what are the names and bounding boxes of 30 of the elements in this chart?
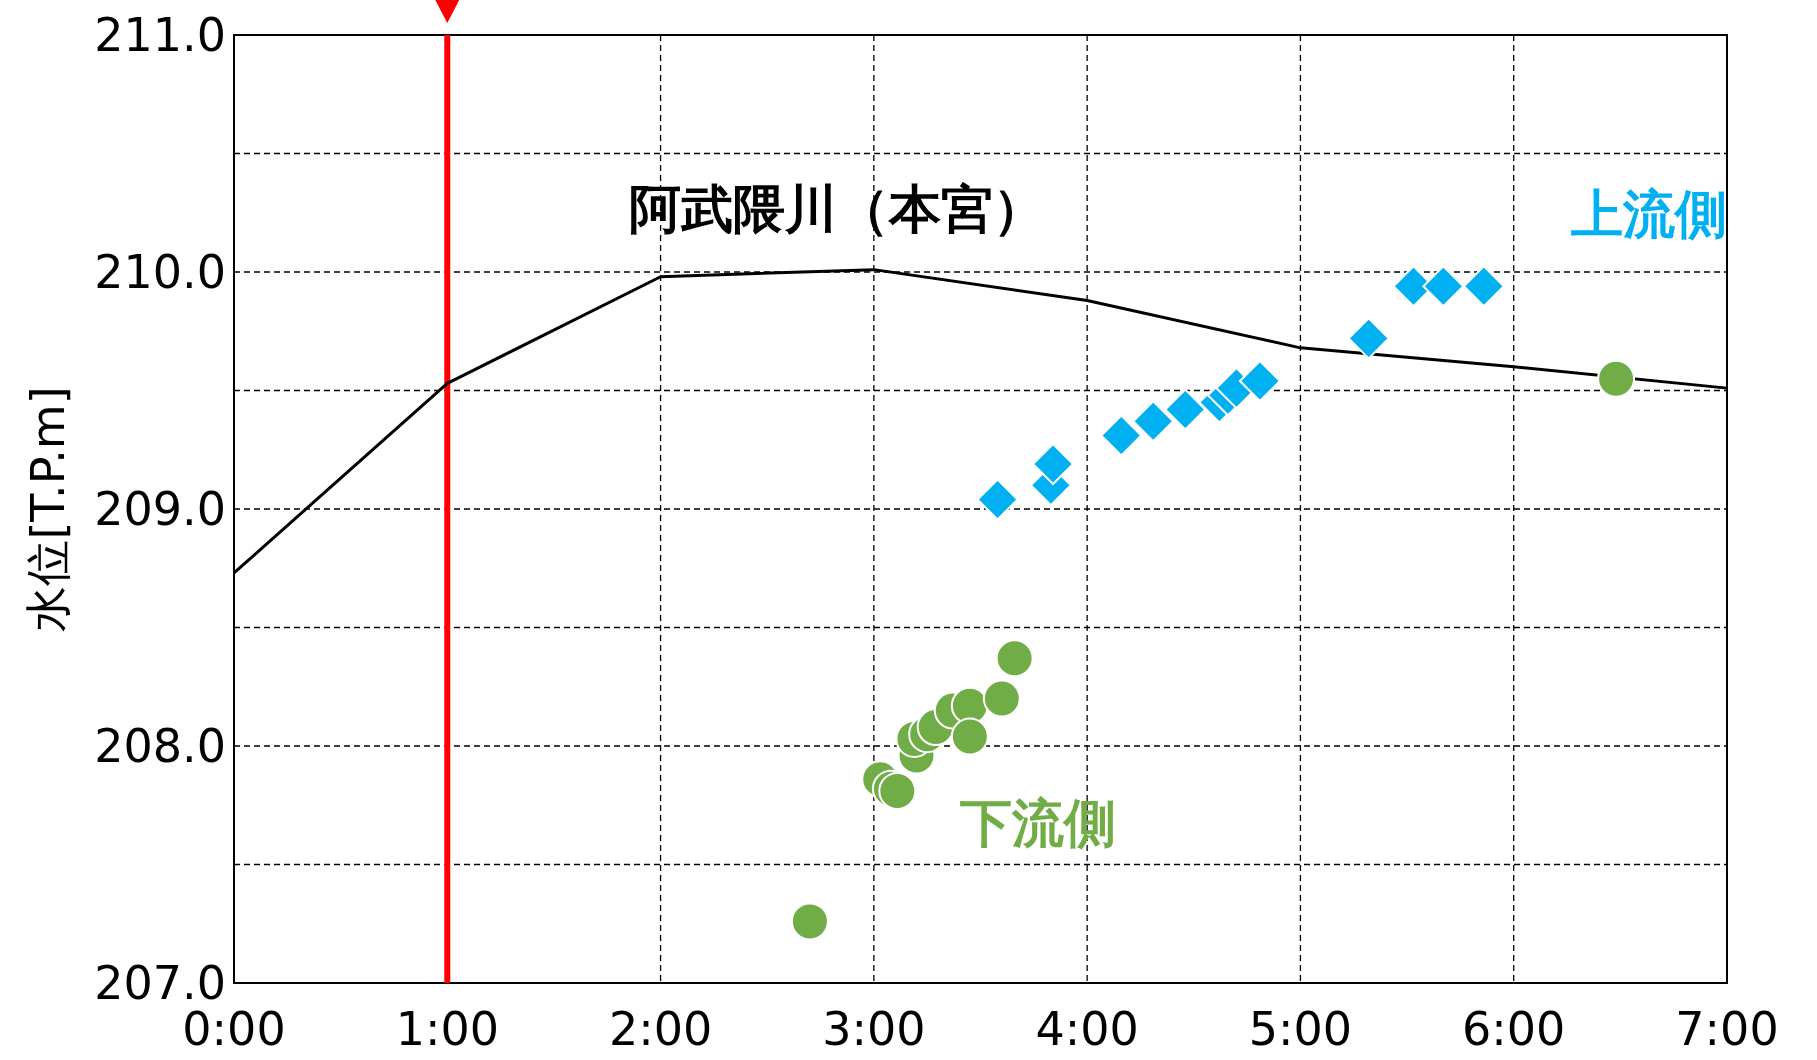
point <box>1238 360 1281 403</box>
y-tick-label: 211.0 <box>94 8 226 62</box>
y-tick-label: 209.0 <box>94 482 226 536</box>
x-tick-label: 1:00 <box>395 1002 499 1056</box>
point <box>1164 388 1207 431</box>
y-axis-title: 水位[T.P.m] <box>21 386 75 632</box>
point <box>982 679 1021 718</box>
point <box>1100 414 1143 457</box>
x-tick-label: 6:00 <box>1462 1002 1566 1056</box>
point <box>1132 400 1175 443</box>
point <box>950 717 989 756</box>
x-tick-label: 4:00 <box>1035 1002 1139 1056</box>
point <box>790 902 829 941</box>
y-tick-label: 210.0 <box>94 245 226 299</box>
point <box>976 478 1019 521</box>
point <box>995 639 1034 678</box>
point <box>1032 442 1075 485</box>
x-tick-label: 7:00 <box>1675 1002 1779 1056</box>
point <box>878 772 917 811</box>
y-tick-label: 208.0 <box>94 719 226 773</box>
series-label: 下流側 <box>960 793 1116 853</box>
point <box>1347 317 1390 360</box>
series-label: 上流側 <box>1571 184 1727 244</box>
point <box>1597 359 1636 398</box>
x-tick-label: 3:00 <box>822 1002 926 1056</box>
x-tick-label: 5:00 <box>1248 1002 1353 1056</box>
x-tick-label: 2:00 <box>608 1002 713 1056</box>
point <box>1422 265 1465 308</box>
series-label: 阿武隈川（本宮） <box>629 179 1045 239</box>
point <box>1462 265 1505 308</box>
